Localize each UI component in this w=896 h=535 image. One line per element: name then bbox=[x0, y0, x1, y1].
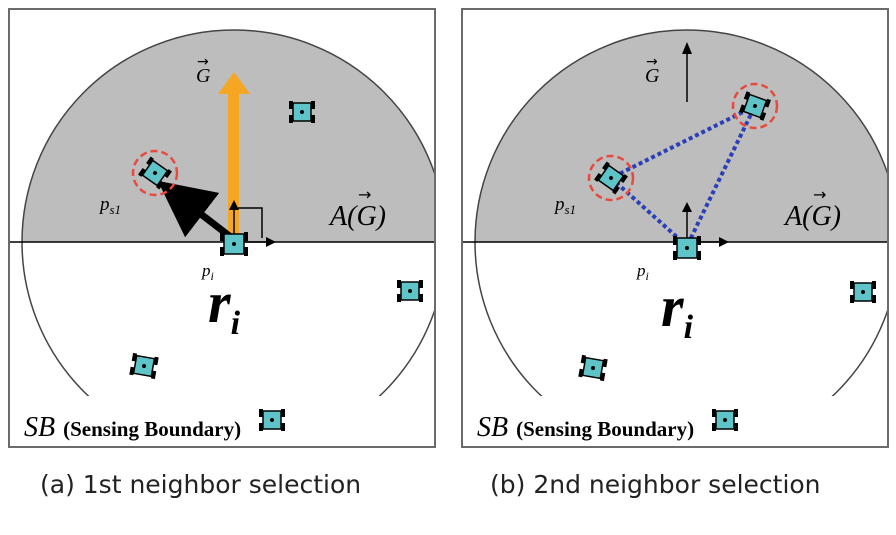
goal-direction-arrow bbox=[228, 92, 239, 244]
selection-ring bbox=[731, 82, 779, 130]
robot-ri-label: ri bbox=[208, 270, 241, 342]
caption-a: (a) 1st neighbor selection bbox=[40, 470, 362, 499]
pi-label: pi bbox=[201, 261, 214, 283]
ps1-label: ps1 bbox=[98, 194, 121, 217]
robot-icon bbox=[289, 101, 315, 123]
goal-vector-arrow: → bbox=[646, 54, 658, 70]
robot-icon bbox=[578, 354, 608, 382]
robot-icon bbox=[220, 232, 248, 256]
robot-icon bbox=[739, 91, 771, 121]
selection-ring bbox=[131, 149, 179, 197]
robot-icon bbox=[138, 156, 172, 190]
robot-icon bbox=[673, 236, 701, 260]
robot-icon bbox=[594, 161, 628, 195]
area-vector-arrow: → bbox=[358, 185, 371, 204]
panel-a: G → A(G) → ps1 pi ri SB (Sensing Boundary… bbox=[8, 8, 436, 448]
selection-ring bbox=[587, 154, 635, 202]
panel-a-diagram: G → A(G) → ps1 pi ri SB (Sensing Boundary… bbox=[10, 29, 434, 446]
neighbor-arrow bbox=[157, 180, 235, 241]
ps1-label: ps1 bbox=[553, 194, 576, 217]
robot-icon bbox=[129, 352, 159, 380]
sb-label: SB (Sensing Boundary) bbox=[477, 412, 694, 443]
goal-label: G bbox=[196, 65, 211, 87]
sb-label: SB (Sensing Boundary) bbox=[24, 412, 241, 443]
robot-icon bbox=[397, 280, 423, 302]
area-label: A(G) bbox=[783, 201, 841, 232]
area-a-of-g bbox=[475, 30, 887, 242]
area-vector-arrow: → bbox=[813, 185, 826, 204]
goal-label: G bbox=[645, 65, 660, 87]
robot-ri-label: ri bbox=[661, 274, 694, 346]
area-label: A(G) bbox=[328, 201, 386, 232]
panel-b: G → A(G) → ps1 pi ri SB (Sensing Boundary… bbox=[461, 8, 889, 448]
caption-b: (b) 2nd neighbor selection bbox=[490, 470, 821, 499]
neighbor-link-triangle bbox=[607, 101, 760, 248]
pi-label: pi bbox=[636, 261, 649, 283]
robot-icon bbox=[259, 409, 285, 431]
robot-icon bbox=[712, 409, 738, 431]
panel-b-diagram: G → A(G) → ps1 pi ri SB (Sensing Boundary… bbox=[463, 29, 887, 446]
goal-vector-arrow: → bbox=[197, 54, 209, 70]
robot-icon bbox=[850, 281, 876, 303]
